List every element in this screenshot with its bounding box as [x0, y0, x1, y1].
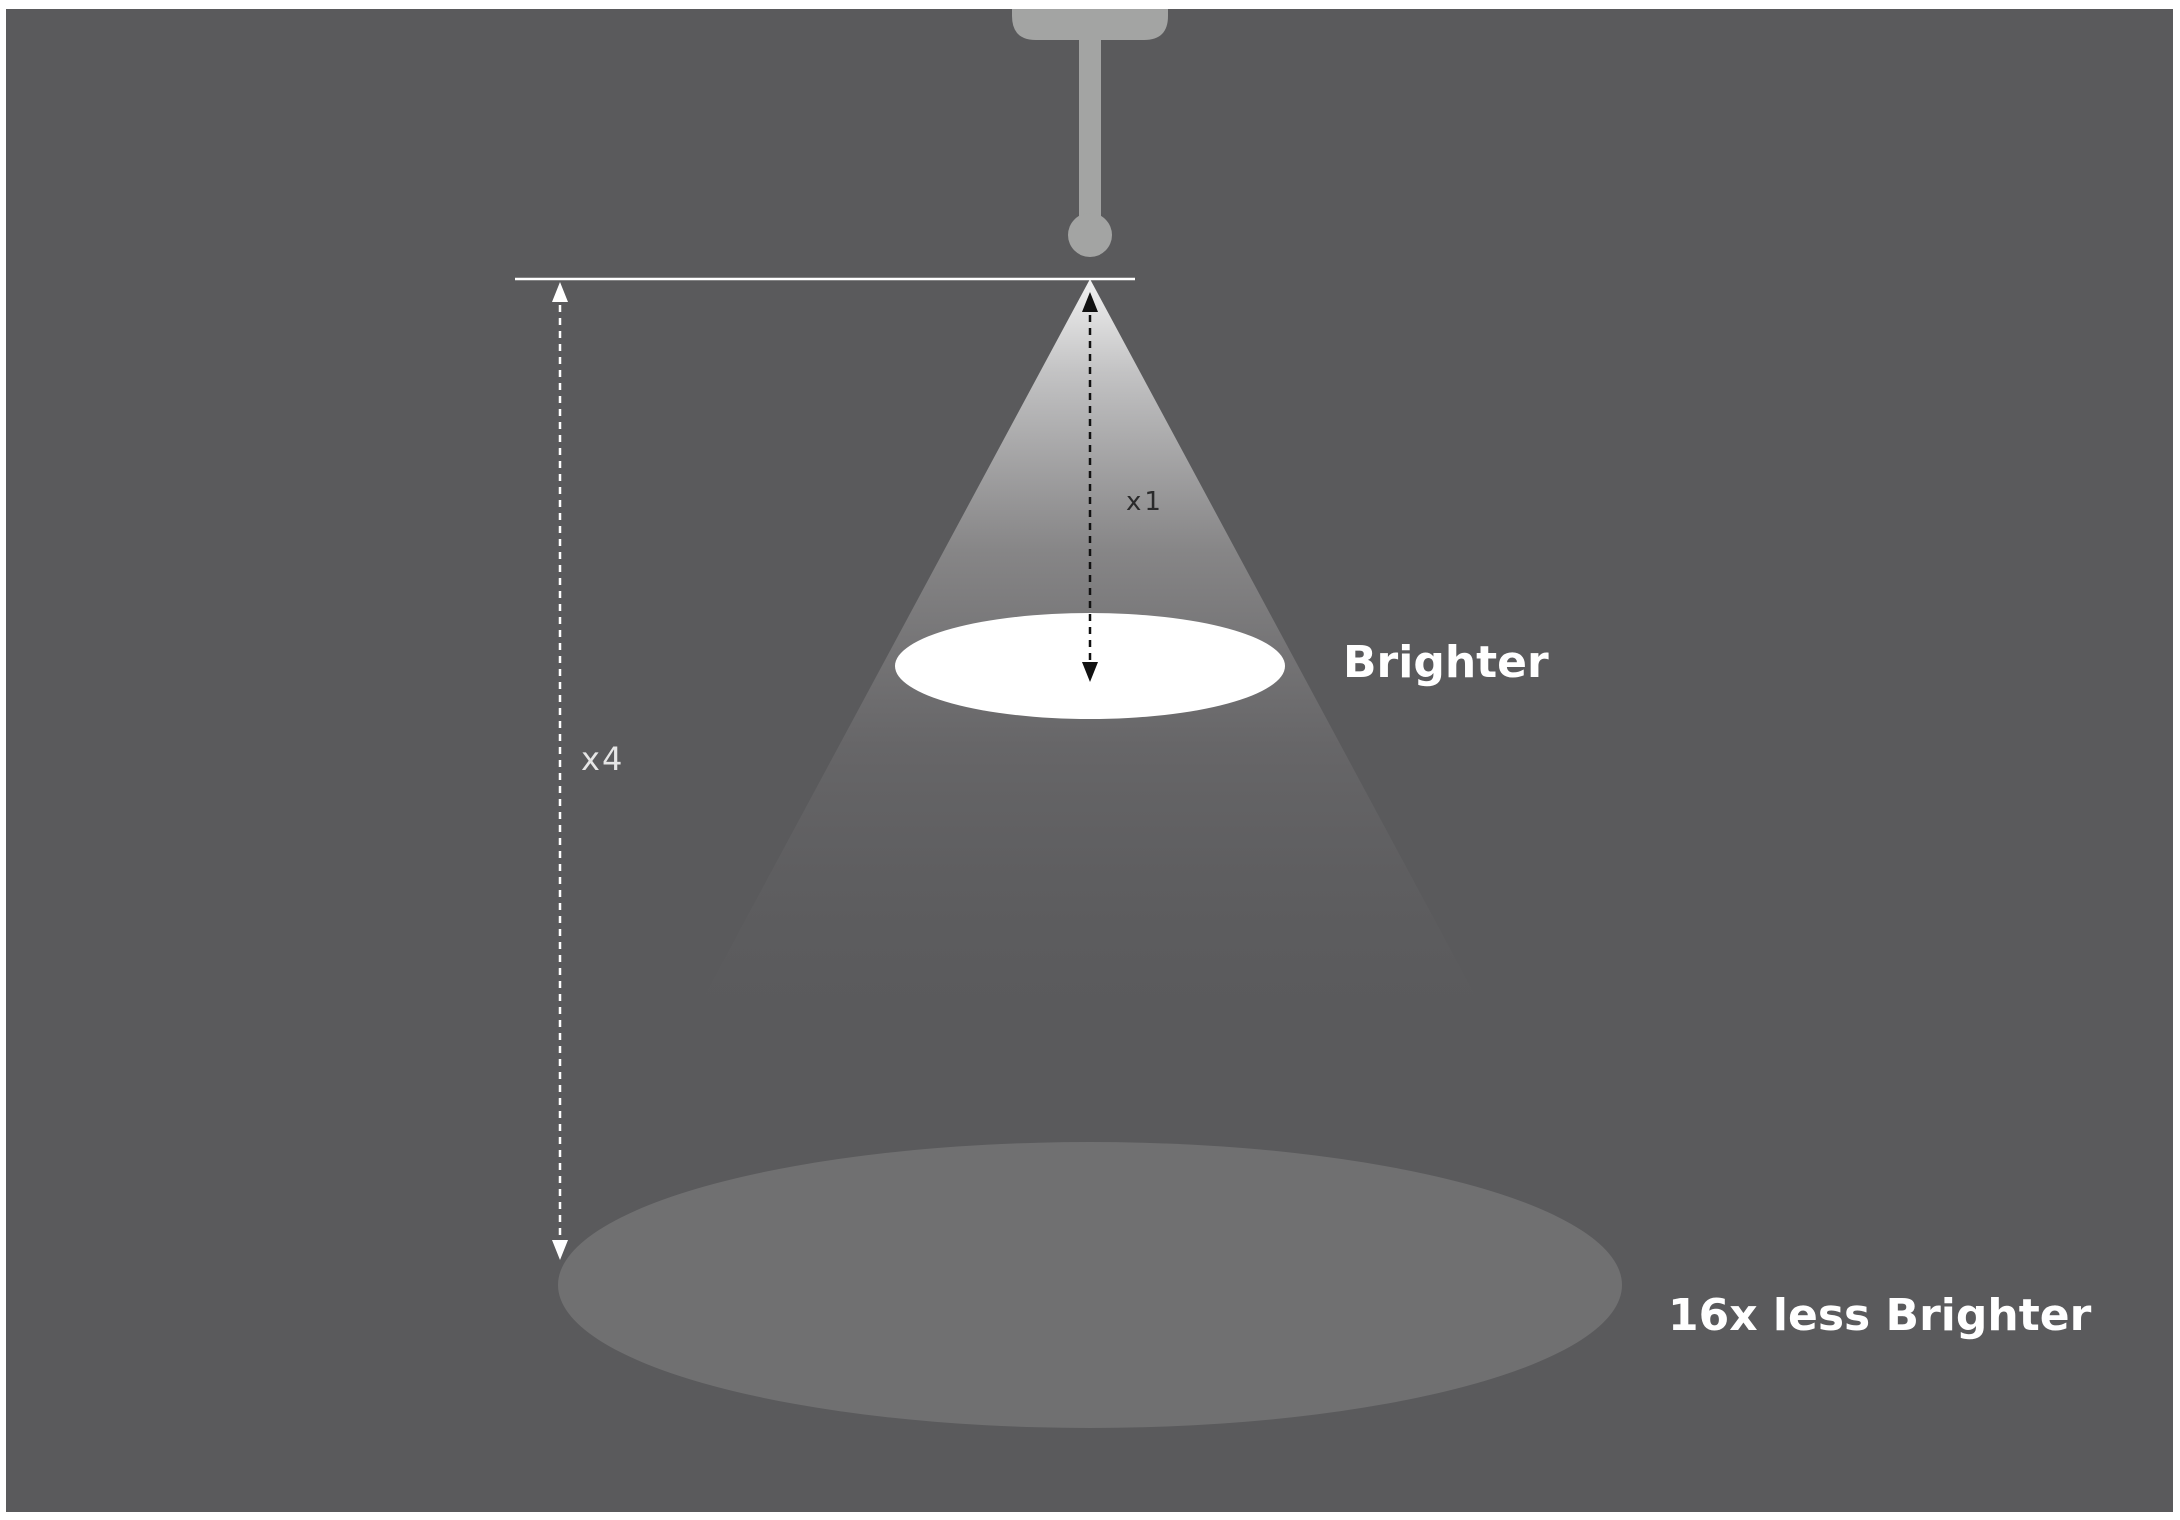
far-light-spot [558, 1142, 1622, 1428]
far-distance-label: x4 [581, 740, 624, 778]
near-distance-label: x1 [1126, 487, 1164, 517]
ceiling-light-icon [1012, 9, 1168, 257]
far-spot-label: 16x less Brighter [1668, 1290, 2092, 1341]
near-spot-label: Brighter [1343, 637, 1549, 688]
